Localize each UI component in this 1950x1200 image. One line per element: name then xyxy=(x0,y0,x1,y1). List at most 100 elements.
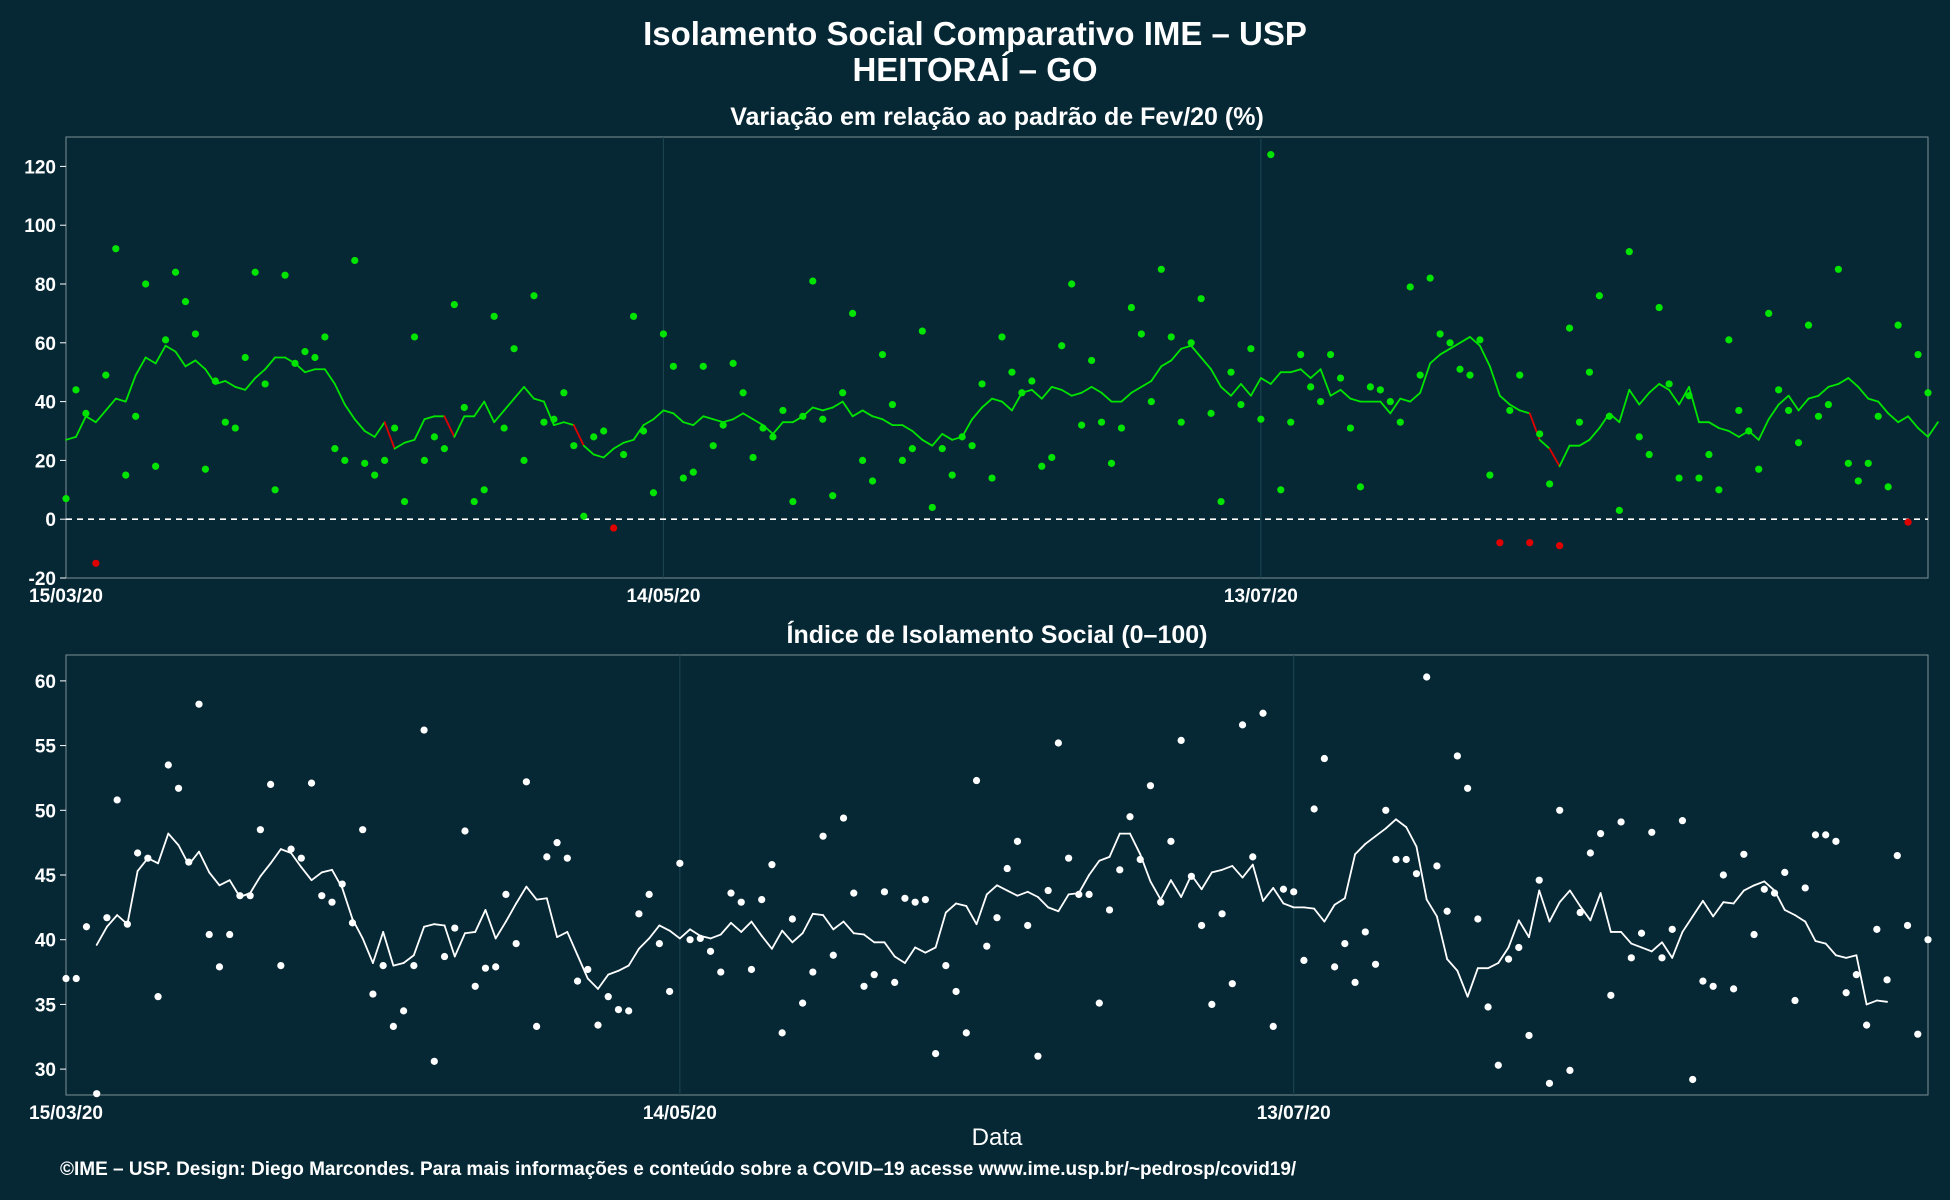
data-point xyxy=(639,427,648,435)
data-point xyxy=(1516,371,1524,379)
data-point xyxy=(1443,907,1451,915)
moving-average-segment xyxy=(1877,400,1890,415)
y-tick-label: 60 xyxy=(35,334,56,355)
data-point xyxy=(739,389,747,397)
moving-average-segment xyxy=(944,902,957,914)
moving-average-segment xyxy=(363,430,376,438)
data-point xyxy=(610,524,618,532)
data-point xyxy=(215,963,224,971)
data-point xyxy=(849,309,857,317)
moving-average-segment xyxy=(174,350,187,368)
data-point xyxy=(430,433,439,441)
moving-average-segment xyxy=(811,406,824,412)
data-point xyxy=(1765,309,1773,317)
data-point xyxy=(629,312,638,320)
moving-average-segment xyxy=(831,400,844,409)
data-point xyxy=(1003,864,1011,873)
moving-average-segment xyxy=(1037,896,1050,909)
moving-average-segment xyxy=(1824,942,1837,957)
moving-average-segment xyxy=(1006,889,1019,897)
data-point xyxy=(655,939,663,948)
data-point xyxy=(221,418,229,426)
moving-average-segment xyxy=(678,928,691,940)
data-point xyxy=(1585,368,1594,376)
moving-average-segment xyxy=(1230,383,1242,397)
data-point xyxy=(759,424,767,432)
moving-average-segment xyxy=(617,964,630,972)
moving-average-segment xyxy=(1847,377,1860,388)
moving-average-segment xyxy=(372,931,385,964)
data-point xyxy=(788,915,796,923)
data-point xyxy=(520,456,528,464)
moving-average-segment xyxy=(692,415,705,427)
data-point xyxy=(901,894,909,902)
data-point xyxy=(570,442,578,450)
data-point xyxy=(389,1022,397,1031)
data-point xyxy=(1446,339,1454,347)
data-point xyxy=(1208,1000,1216,1009)
data-point xyxy=(1117,424,1126,432)
moving-average-segment xyxy=(1160,359,1173,368)
y-tick-label: 55 xyxy=(35,737,57,758)
moving-average-segment xyxy=(1917,427,1929,438)
moving-average-segment xyxy=(1343,853,1356,900)
data-point xyxy=(1804,321,1813,329)
data-point xyxy=(277,961,285,970)
data-point xyxy=(1396,418,1404,426)
moving-average-segment xyxy=(473,400,486,418)
moving-average-segment xyxy=(752,418,764,427)
moving-average-segment xyxy=(893,955,906,964)
data-point xyxy=(251,268,259,276)
data-point xyxy=(550,415,558,423)
moving-average-segment xyxy=(1379,400,1392,415)
data-point xyxy=(400,497,409,506)
data-point xyxy=(580,512,588,520)
moving-average-segment xyxy=(1678,385,1690,406)
moving-average-segment xyxy=(1671,931,1684,959)
data-point xyxy=(1699,977,1707,985)
moving-average-segment xyxy=(259,862,272,878)
panel-frame xyxy=(65,136,1929,579)
data-point xyxy=(144,854,152,862)
data-point xyxy=(1277,486,1285,494)
moving-average-segment xyxy=(290,852,303,869)
data-point xyxy=(1402,855,1410,864)
moving-average-segment xyxy=(1130,385,1143,394)
data-point xyxy=(1107,459,1116,467)
data-point xyxy=(635,910,643,918)
data-point xyxy=(142,280,150,288)
data-point xyxy=(510,345,518,353)
data-point xyxy=(451,924,459,932)
moving-average-segment xyxy=(682,421,695,427)
data-point xyxy=(1665,380,1673,388)
data-point xyxy=(72,386,80,394)
data-point xyxy=(799,412,807,420)
panel-title: Variação em relação ao padrão de Fev/20 … xyxy=(730,103,1264,131)
data-point xyxy=(1486,471,1494,479)
moving-average-segment xyxy=(65,435,77,441)
data-point xyxy=(1814,412,1823,420)
data-point xyxy=(171,268,180,276)
moving-average-segment xyxy=(114,397,127,403)
data-point xyxy=(1198,921,1206,930)
data-point xyxy=(543,853,551,861)
data-point xyxy=(1576,908,1584,917)
moving-average-segment xyxy=(1436,915,1449,961)
moving-average-segment xyxy=(1558,889,1571,904)
moving-average-segment xyxy=(1517,919,1530,939)
index-panel: Índice de Isolamento Social (0–100) 15/03… xyxy=(29,620,1932,1124)
data-point xyxy=(1566,1066,1574,1075)
data-point xyxy=(348,919,357,927)
data-point xyxy=(241,353,249,362)
data-point xyxy=(727,889,735,897)
moving-average-segment xyxy=(1753,880,1766,887)
data-point xyxy=(1730,985,1738,993)
data-point xyxy=(983,942,991,950)
moving-average-segment xyxy=(638,937,651,950)
data-point xyxy=(420,456,429,464)
moving-average-segment xyxy=(1488,365,1501,397)
moving-average-segment xyxy=(722,418,735,424)
moving-average-segment xyxy=(1419,362,1432,394)
data-point xyxy=(369,990,377,998)
moving-average-segment xyxy=(1080,385,1093,394)
